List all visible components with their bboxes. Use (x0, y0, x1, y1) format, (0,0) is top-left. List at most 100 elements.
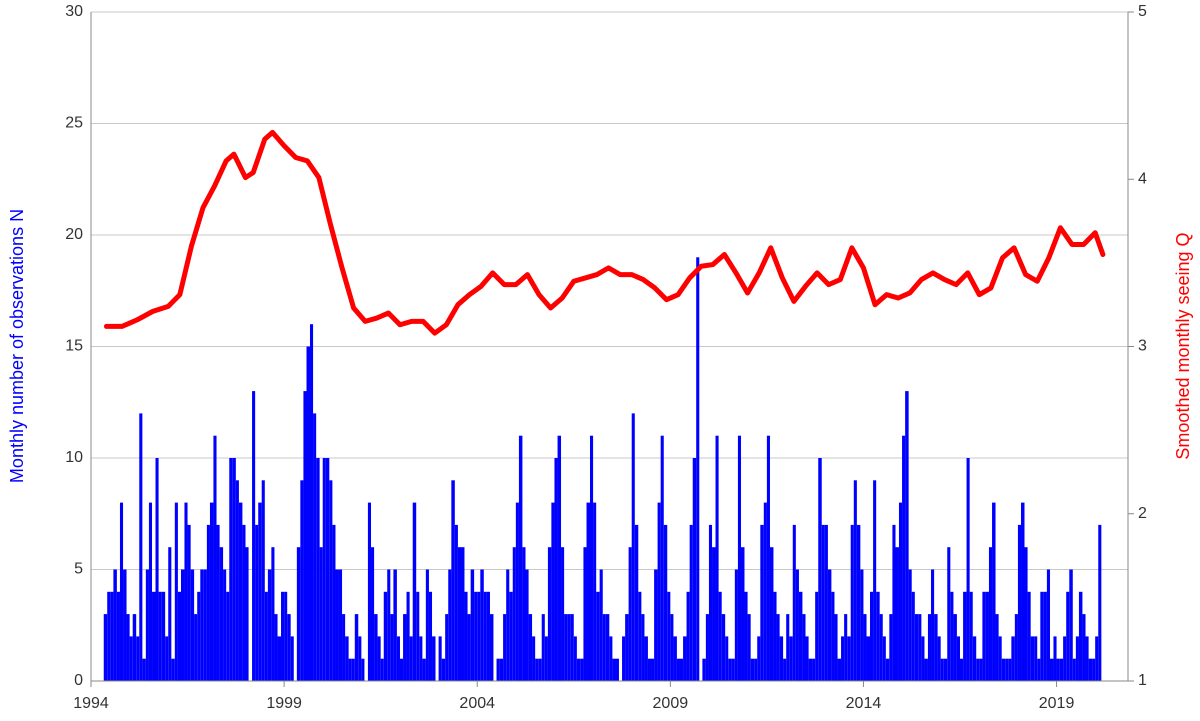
bar (148, 502, 153, 681)
bar (969, 591, 973, 681)
bar (451, 480, 455, 681)
bar (496, 658, 500, 681)
bar (335, 569, 339, 681)
bar (628, 547, 632, 681)
bar (902, 435, 906, 681)
bar (136, 636, 140, 681)
bar (454, 524, 458, 681)
bar (168, 547, 172, 681)
bar (113, 569, 117, 681)
bar (921, 636, 925, 681)
bar (905, 391, 909, 681)
bar (200, 569, 204, 681)
bar (808, 658, 813, 681)
bar (107, 591, 111, 681)
bar (769, 547, 774, 681)
bar (631, 413, 635, 681)
bar (567, 614, 571, 681)
bar (728, 658, 732, 681)
bar (1008, 658, 1012, 681)
y2-tick-label: 4 (1138, 170, 1147, 187)
bar (998, 636, 1002, 681)
bar (979, 658, 983, 681)
bar (544, 636, 548, 681)
bar (827, 569, 832, 681)
bar (354, 614, 359, 681)
bar (683, 636, 687, 681)
bar (541, 614, 545, 681)
bar (757, 636, 761, 681)
bar (795, 569, 799, 681)
bar (798, 591, 803, 681)
bar (406, 591, 410, 681)
bar (634, 524, 639, 681)
bar (438, 636, 442, 681)
bar (647, 658, 652, 681)
bar (1034, 636, 1038, 681)
bar (885, 658, 890, 681)
bar (316, 458, 320, 681)
bar (1005, 658, 1009, 681)
bar (763, 502, 767, 681)
bar (393, 569, 397, 681)
bar (812, 658, 816, 681)
bar (528, 614, 533, 681)
bar (966, 458, 970, 681)
bar (583, 547, 587, 681)
bar (866, 636, 871, 681)
bar (1085, 636, 1089, 681)
bar (422, 658, 426, 681)
y2-axis-label: Smoothed monthly seeing Q (1173, 232, 1193, 459)
bar (194, 614, 198, 681)
bar (223, 569, 227, 681)
bar (927, 614, 932, 681)
bar (895, 547, 899, 681)
bar (576, 658, 581, 681)
bar (396, 636, 400, 681)
bar (238, 502, 243, 681)
bar (457, 547, 461, 681)
bar (296, 547, 301, 681)
bar (219, 547, 224, 681)
bar (821, 524, 825, 681)
bar (399, 658, 404, 681)
bar (252, 391, 256, 681)
bar (641, 614, 645, 681)
bar (197, 591, 201, 681)
bar (325, 458, 330, 681)
bar (673, 636, 677, 681)
bar (712, 547, 716, 681)
bar (805, 636, 809, 681)
bar (383, 591, 388, 681)
bar (850, 524, 854, 681)
bar (126, 614, 130, 681)
bar (663, 524, 668, 681)
y-tick-label: 10 (65, 449, 83, 466)
bar (676, 658, 680, 681)
bar (551, 502, 555, 681)
bar (209, 502, 214, 681)
bar (1075, 636, 1079, 681)
bar (267, 569, 272, 681)
bar (860, 569, 864, 681)
bar (258, 502, 262, 681)
bar (747, 614, 751, 681)
bar (1040, 591, 1044, 681)
bar (547, 547, 552, 681)
bar (277, 636, 282, 681)
bar (570, 614, 574, 681)
bar (564, 614, 568, 681)
bar (274, 614, 278, 681)
bar (1043, 591, 1047, 681)
bar (264, 591, 268, 681)
bar (988, 547, 993, 681)
bar (625, 614, 629, 681)
bar (255, 524, 259, 681)
bar (898, 502, 903, 681)
bar (290, 636, 294, 681)
bar (1053, 636, 1057, 681)
bar (773, 591, 777, 681)
x-tick-label: 2004 (459, 695, 495, 712)
bar (1098, 524, 1102, 681)
